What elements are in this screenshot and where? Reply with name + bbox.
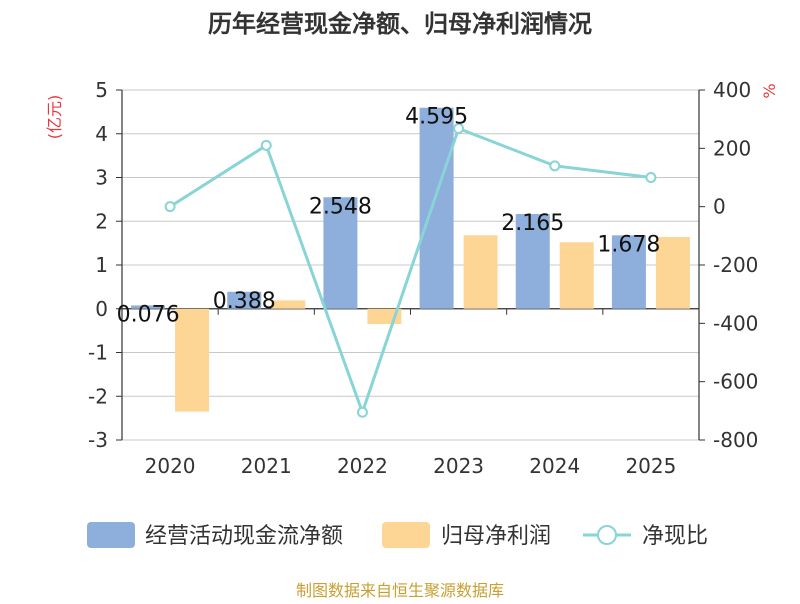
y-left-tick-label: -2 [88,384,108,408]
legend-label-net-cash-ratio: 净现比 [642,524,708,549]
bar-net-profit [271,300,306,309]
y-right-tick-label: 0 [713,195,726,219]
data-labels: 0.076 0.388 2.548 4.595 2.165 1.678 [117,105,661,328]
x-tick-label: 2020 [145,454,196,478]
line-series [164,123,657,418]
x-tick-label: 2024 [529,454,580,478]
bar-cash-flow [323,197,358,309]
axes: 5 4 3 2 1 0 -1 -2 -3 400 200 0 -200 -400 -600 -800 2020 2… [88,78,758,478]
y-right-tick-label: -600 [713,370,758,394]
y-right-tick-label: -400 [713,311,758,335]
y-left-tick-label: 4 [95,122,108,146]
line-point [356,406,368,418]
chart-title: 历年经营现金净额、归母净利润情况 [208,10,592,38]
y-right-tick-label: 400 [713,78,751,102]
bar-data-label: 0.388 [213,289,276,314]
bar-data-label: 0.076 [117,302,180,327]
bar-cash-flow [227,291,262,309]
legend: 经营活动现金流净额 归母净利润 净现比 [87,522,708,549]
bar-net-profit [175,308,210,412]
y-left-tick-label: 1 [95,253,108,277]
bar-cash-flow [419,107,454,309]
line-point [549,160,561,172]
bar-net-profit [463,235,498,309]
y-right-tick-label: -800 [713,428,758,452]
legend-label-net-profit: 归母净利润 [441,524,551,549]
bar-data-label: 2.548 [309,194,372,219]
legend-swatch-marker [597,525,617,545]
x-tick-label: 2022 [337,454,388,478]
bars [131,107,690,412]
line-point [164,201,176,213]
y-right-tick-label: 200 [713,136,751,160]
bar-data-label: 2.165 [501,211,564,236]
bar-data-label: 1.678 [597,232,660,257]
bar-net-profit [655,237,690,309]
bar-cash-flow [131,305,166,309]
line-point [645,172,657,183]
line-net-cash-ratio [169,126,652,417]
x-tick-label: 2023 [433,454,484,478]
x-tick-label: 2025 [625,454,676,478]
line-point [260,139,272,151]
y-left-tick-label: -1 [88,341,108,365]
y-right-axis-label: % [760,83,779,98]
y-left-tick-label: 5 [95,78,108,102]
bar-data-label: 4.595 [405,105,468,130]
y-left-axis-label: (亿元) [45,95,64,140]
bar-cash-flow [611,235,646,309]
y-right-tick-label: -200 [713,253,758,277]
y-left-tick-label: -3 [88,428,108,452]
y-left-tick-label: 2 [95,209,108,233]
x-tick-label: 2021 [241,454,292,478]
line-point [453,123,465,134]
y-left-tick-label: 3 [95,166,108,190]
bar-cash-flow [515,214,550,309]
legend-swatch-cash-flow [87,522,135,548]
source-note: 制图数据来自恒生聚源数据库 [296,581,504,600]
bar-net-profit [559,242,594,309]
legend-label-cash-flow: 经营活动现金流净额 [145,524,343,549]
legend-swatch-net-profit [382,522,430,548]
y-left-tick-label: 0 [95,297,108,321]
